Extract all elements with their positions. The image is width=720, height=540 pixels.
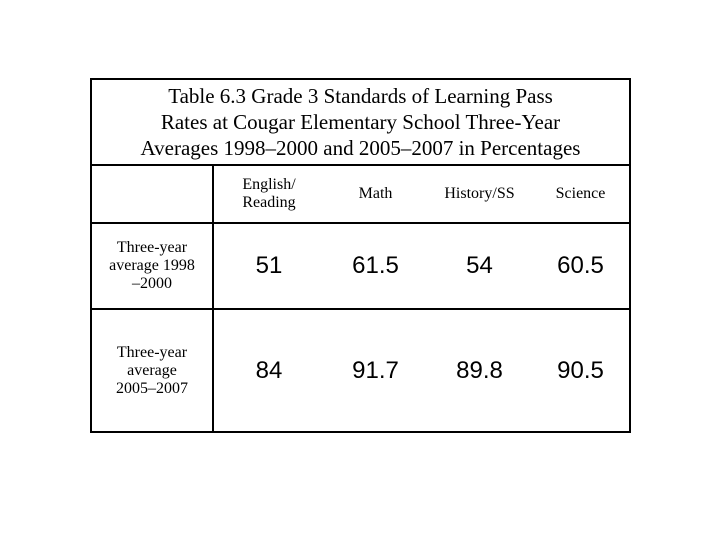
table-frame: Table 6.3 Grade 3 Standards of Learning … [90, 78, 631, 433]
title-line-3: Averages 1998–2000 and 2005–2007 in Perc… [140, 136, 581, 160]
row-divider-middle [92, 308, 629, 310]
value-1998-english: 51 [255, 252, 283, 279]
value-1998-history: 54 [466, 252, 493, 279]
title-line-1: Table 6.3 Grade 3 Standards of Learning … [168, 84, 553, 108]
value-1998-math: 61.5 [352, 252, 399, 279]
value-2005-math: 91.7 [352, 356, 399, 384]
col-divider-1 [212, 164, 214, 433]
value-2005-science: 90.5 [557, 356, 604, 384]
header-science: Science [555, 185, 606, 202]
value-2005-history: 89.8 [456, 356, 503, 384]
row-label-1998-2000: Three-year average 1998 –2000 [109, 239, 195, 292]
header-math: Math [358, 185, 393, 202]
header-english-reading: English/ Reading [242, 176, 296, 211]
header-history-ss: History/SS [444, 185, 515, 202]
table-title: Table 6.3 Grade 3 Standards of Learning … [92, 80, 629, 166]
row-label-2005-2007: Three-year average 2005–2007 [116, 343, 188, 397]
value-2005-english: 84 [255, 356, 283, 384]
row-divider-header [92, 222, 629, 224]
title-line-2: Rates at Cougar Elementary School Three-… [160, 110, 561, 134]
value-1998-science: 60.5 [557, 252, 604, 279]
